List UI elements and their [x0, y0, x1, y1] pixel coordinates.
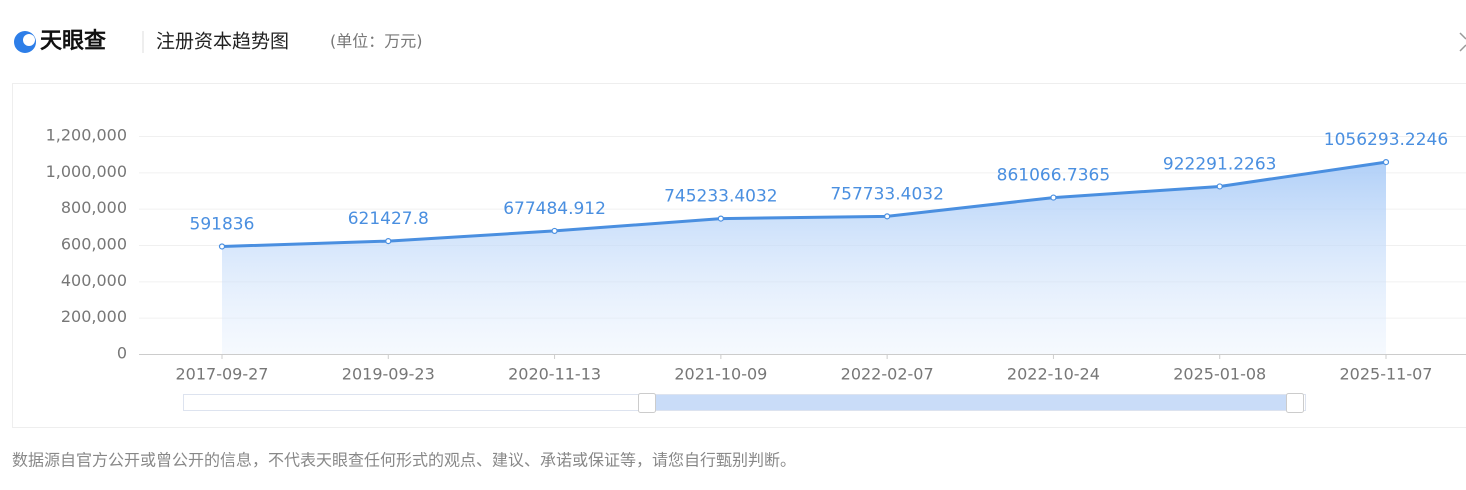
- point: [1217, 184, 1222, 189]
- logo-icon-inner: [23, 34, 35, 46]
- disclaimer: 数据源自官方公开或曾公开的信息，不代表天眼查任何形式的观点、建议、承诺或保证等，…: [12, 451, 796, 470]
- value-label: 1056293.2246: [1324, 130, 1448, 150]
- point: [718, 216, 723, 221]
- y-tick-label: 200,000: [61, 307, 127, 326]
- value-label: 591836: [190, 214, 255, 234]
- value-label: 922291.2263: [1163, 154, 1277, 174]
- point: [885, 214, 890, 219]
- point: [220, 244, 225, 249]
- area: [222, 162, 1386, 354]
- x-tick-label: 2019-09-23: [342, 365, 435, 384]
- value-label: 677484.912: [503, 199, 606, 219]
- x-tick-label: 2020-11-13: [508, 365, 601, 384]
- value-label: 745233.4032: [664, 187, 778, 207]
- y-tick-label: 400,000: [61, 271, 127, 290]
- slider-handle[interactable]: [639, 394, 656, 413]
- y-tick-label: 0: [117, 344, 127, 363]
- point: [1051, 195, 1056, 200]
- point: [552, 228, 557, 233]
- y-tick-label: 800,000: [61, 198, 127, 217]
- point: [386, 239, 391, 244]
- logo: 天眼查: [40, 29, 106, 54]
- value-label: 757733.4032: [830, 184, 944, 204]
- value-label: 861066.7365: [997, 166, 1111, 186]
- close-icon[interactable]: [1460, 33, 1466, 51]
- y-tick-label: 600,000: [61, 235, 127, 254]
- x-tick-label: 2025-01-08: [1173, 365, 1266, 384]
- x-tick-label: 2025-11-07: [1340, 365, 1433, 384]
- point: [1384, 160, 1389, 165]
- y-tick-label: 1,200,000: [46, 126, 127, 145]
- x-tick-label: 2022-10-24: [1007, 365, 1100, 384]
- x-tick-label: 2021-10-09: [674, 365, 767, 384]
- value-label: 621427.8: [348, 209, 429, 229]
- slider-handle[interactable]: [1287, 394, 1304, 413]
- y-tick-label: 1,000,000: [46, 162, 127, 181]
- slider-selection: [647, 395, 1295, 410]
- unit: (单位：万元): [330, 32, 423, 51]
- x-tick-label: 2022-02-07: [841, 365, 934, 384]
- title: 注册资本趋势图: [156, 31, 289, 53]
- x-tick-label: 2017-09-27: [176, 365, 269, 384]
